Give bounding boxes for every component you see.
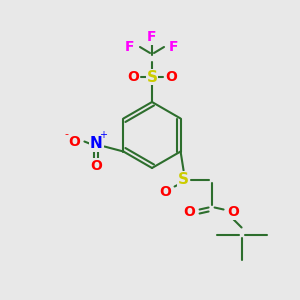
Text: -: - — [64, 130, 68, 140]
Text: O: O — [165, 70, 177, 84]
Text: O: O — [160, 184, 172, 199]
Text: S: S — [146, 70, 158, 85]
Text: O: O — [127, 70, 139, 84]
Text: N: N — [90, 136, 103, 151]
Text: F: F — [169, 40, 179, 54]
Text: O: O — [91, 158, 102, 172]
Text: O: O — [68, 134, 80, 148]
Text: O: O — [228, 206, 239, 220]
Text: F: F — [147, 30, 157, 44]
Text: S: S — [178, 172, 189, 187]
Text: O: O — [184, 206, 196, 220]
Text: F: F — [125, 40, 135, 54]
Text: +: + — [99, 130, 107, 140]
